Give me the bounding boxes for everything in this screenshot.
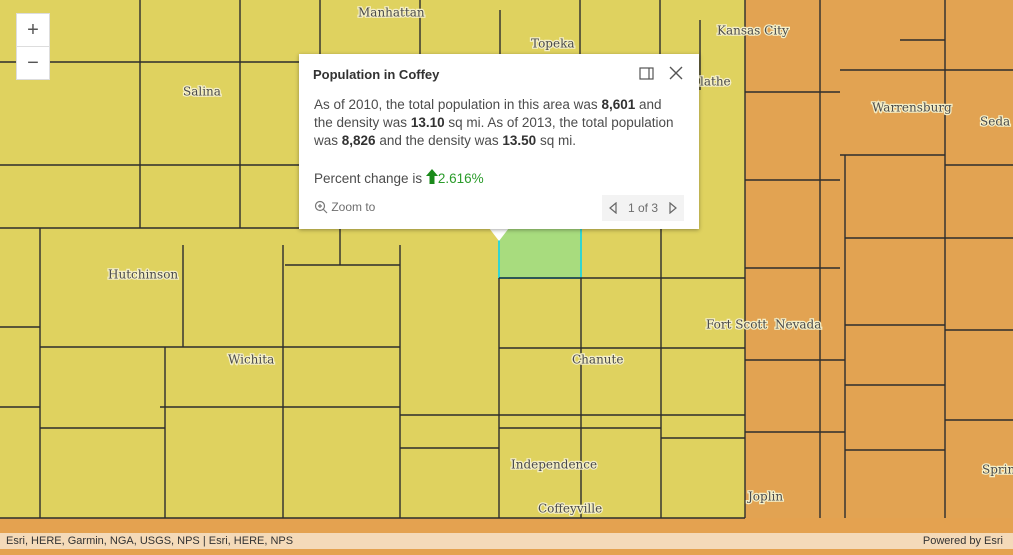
change-label: Percent change is [314,171,423,186]
popup-value: 8,826 [341,133,376,148]
place-label: Manhattan [358,6,425,20]
place-label: Hutchinson [108,268,178,282]
place-label: Salina [183,85,221,99]
close-button[interactable] [669,66,683,80]
zoom-icon [314,200,328,214]
place-label: Topeka [531,37,575,51]
popup-text-part: and the density was [375,133,503,148]
county-lines [0,0,1013,519]
next-button[interactable] [668,202,678,214]
place-label: Seda [980,115,1010,129]
change-value: 2.616% [437,171,484,186]
place-label: lathe [700,75,731,89]
attribution-sources: Esri, HERE, Garmin, NGA, USGS, NPS | Esr… [6,535,294,547]
place-label: Nevada [775,318,821,332]
place-label: Wichita [228,353,274,367]
zoom-in[interactable]: + [27,19,39,41]
zoom-control: + − [16,13,50,80]
popup-value: 13.50 [502,133,537,148]
popup-text-part: sq mi. [536,133,576,148]
place-label: Joplin [746,490,783,504]
dock-button[interactable] [639,67,655,81]
place-label: Chanute [572,353,623,367]
zoom-out[interactable]: − [17,46,49,79]
attribution: Esri, HERE, Garmin, NGA, USGS, NPS | Esr… [0,533,1013,549]
zoom-to-label: Zoom to [331,200,376,214]
percent-change: Percent change is 2.616% [314,169,484,186]
prev-button[interactable] [608,202,618,214]
selected-county[interactable] [498,227,582,279]
zoom-to[interactable]: Zoom to [314,200,375,214]
up-arrow [425,169,438,184]
place-label: Kansas City [717,24,789,38]
popup-text: As of 2010, the total population in this… [314,96,674,150]
popup-title: Population in Coffey [313,67,440,82]
popup-text-part: sq mi. As of 2013, the total population … [314,115,674,148]
popup-value: 8,601 [601,97,636,112]
pager-label: 1 of 3 [627,201,659,215]
place-label: Springfie [982,463,1013,477]
popup-value: 13.10 [410,115,445,130]
place-label: Coffeyville [538,502,602,516]
popup-pointer [489,228,509,241]
popup: Population in Coffey As of 2010, the tot… [299,54,699,229]
missouri-area [745,0,1013,555]
popup-text-part: As of 2010, the total population in this… [314,97,602,112]
place-label: Warrensburg [872,101,952,115]
place-label: Independence [511,458,597,472]
pager: 1 of 3 [602,195,684,221]
popup-text-part: and the density was [314,97,662,130]
place-label: Fort Scott [706,318,767,332]
attribution-powered[interactable]: Powered by Esri [922,535,1003,547]
